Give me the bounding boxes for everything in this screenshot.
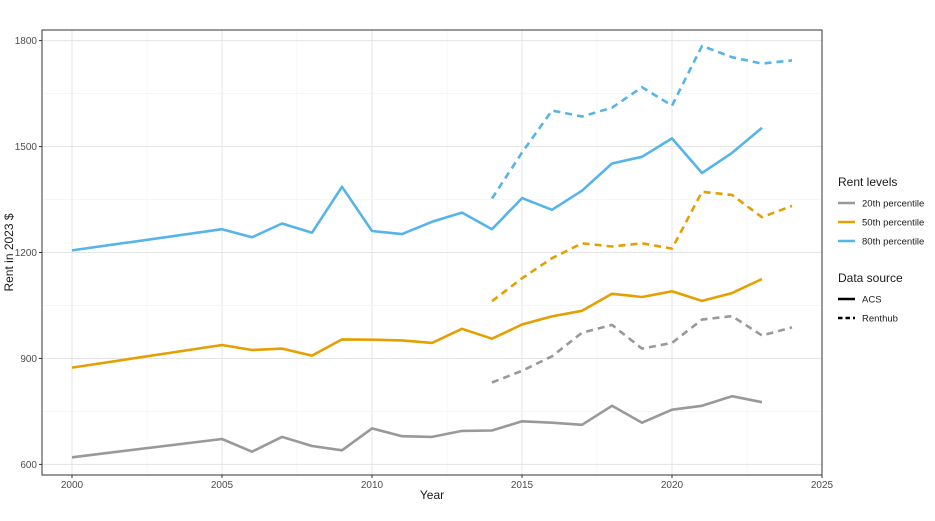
series-line-80th-percentile-acs bbox=[71, 126, 763, 252]
y-tick-label: 600 bbox=[20, 460, 37, 471]
legend: Rent levels Data source 20th percentile 5… bbox=[838, 175, 924, 325]
x-tick-label: 2000 bbox=[61, 480, 84, 491]
series-lines bbox=[71, 44, 793, 459]
x-tick-label: 2015 bbox=[511, 480, 534, 491]
y-axis-title: Rent in 2023 $ bbox=[2, 213, 16, 291]
legend-label: 80th percentile bbox=[862, 237, 924, 248]
series-line-20th-percentile-acs bbox=[71, 394, 763, 459]
x-tick-label: 2025 bbox=[811, 480, 834, 491]
x-tick-label: 2005 bbox=[211, 480, 234, 491]
series-line-80th-percentile-renthub bbox=[490, 44, 793, 200]
gridlines bbox=[42, 30, 823, 475]
series-line-50th-percentile-acs bbox=[71, 277, 763, 369]
y-axis-ticks: 600 900 1200 1500 1800 bbox=[15, 36, 42, 471]
y-tick-label: 1500 bbox=[15, 142, 38, 153]
x-axis-title: Year bbox=[420, 488, 444, 502]
legend-label: ACS bbox=[862, 295, 882, 306]
y-tick-label: 1200 bbox=[15, 248, 38, 259]
legend-label: 50th percentile bbox=[862, 218, 924, 229]
legend-title-data-source: Data source bbox=[838, 271, 903, 285]
x-tick-label: 2020 bbox=[661, 480, 684, 491]
legend-label: 20th percentile bbox=[862, 199, 924, 210]
series-line-50th-percentile-renthub bbox=[491, 190, 793, 303]
y-tick-label: 1800 bbox=[15, 36, 38, 47]
x-tick-label: 2010 bbox=[361, 480, 384, 491]
x-axis-ticks: 2000 2005 2010 2015 2020 2025 bbox=[61, 475, 834, 491]
y-tick-label: 900 bbox=[20, 354, 37, 365]
legend-label: Renthub bbox=[862, 314, 898, 325]
legend-title-rent-levels: Rent levels bbox=[838, 175, 897, 189]
series-line-20th-percentile-renthub bbox=[491, 314, 793, 384]
